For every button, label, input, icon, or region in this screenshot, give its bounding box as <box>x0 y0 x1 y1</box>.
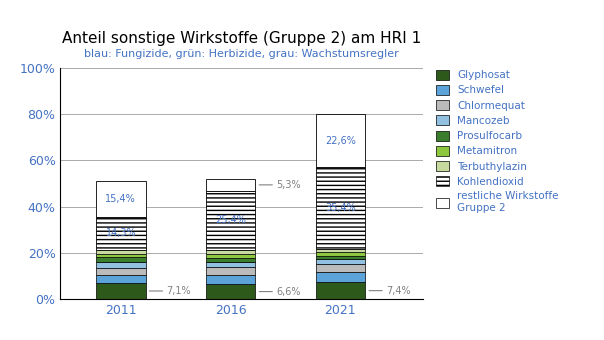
Bar <box>96 181 146 217</box>
Bar <box>316 167 365 249</box>
Bar <box>316 252 365 255</box>
Bar <box>316 115 365 167</box>
Bar <box>316 272 365 282</box>
Text: 6,6%: 6,6% <box>276 287 301 296</box>
Text: 22,6%: 22,6% <box>325 136 356 146</box>
Text: 14,3%: 14,3% <box>106 228 136 238</box>
Bar <box>206 275 255 284</box>
Bar <box>206 284 255 299</box>
Bar <box>316 249 365 252</box>
Text: 25,4%: 25,4% <box>215 215 246 225</box>
Bar <box>206 262 255 267</box>
Text: 5,3%: 5,3% <box>276 180 301 190</box>
Bar <box>316 264 365 272</box>
Text: 15,4%: 15,4% <box>106 194 136 204</box>
Bar <box>96 283 146 299</box>
Bar <box>316 259 365 264</box>
Bar <box>96 262 146 268</box>
Bar <box>96 217 146 250</box>
Bar <box>96 250 146 254</box>
Legend: Glyphosat, Schwefel, Chlormequat, Mancozeb, Prosulfocarb, Metamitron, Terbuthyla: Glyphosat, Schwefel, Chlormequat, Mancoz… <box>435 69 560 214</box>
Bar <box>96 257 146 262</box>
Bar <box>206 267 255 275</box>
Bar <box>206 254 255 258</box>
Text: 35,4%: 35,4% <box>325 203 356 212</box>
Bar <box>96 268 146 275</box>
Bar <box>206 258 255 262</box>
Text: 7,4%: 7,4% <box>386 286 411 296</box>
Bar <box>96 275 146 283</box>
Bar <box>96 254 146 257</box>
Bar <box>206 191 255 250</box>
Text: blau: Fungizide, grün: Herbizide, grau: Wachstumsregler: blau: Fungizide, grün: Herbizide, grau: … <box>84 49 399 59</box>
Text: 7,1%: 7,1% <box>166 286 191 296</box>
Bar <box>206 179 255 191</box>
Bar <box>206 250 255 254</box>
Title: Anteil sonstige Wirkstoffe (Gruppe 2) am HRI 1: Anteil sonstige Wirkstoffe (Gruppe 2) am… <box>62 31 421 46</box>
Bar <box>316 282 365 299</box>
Bar <box>316 255 365 259</box>
